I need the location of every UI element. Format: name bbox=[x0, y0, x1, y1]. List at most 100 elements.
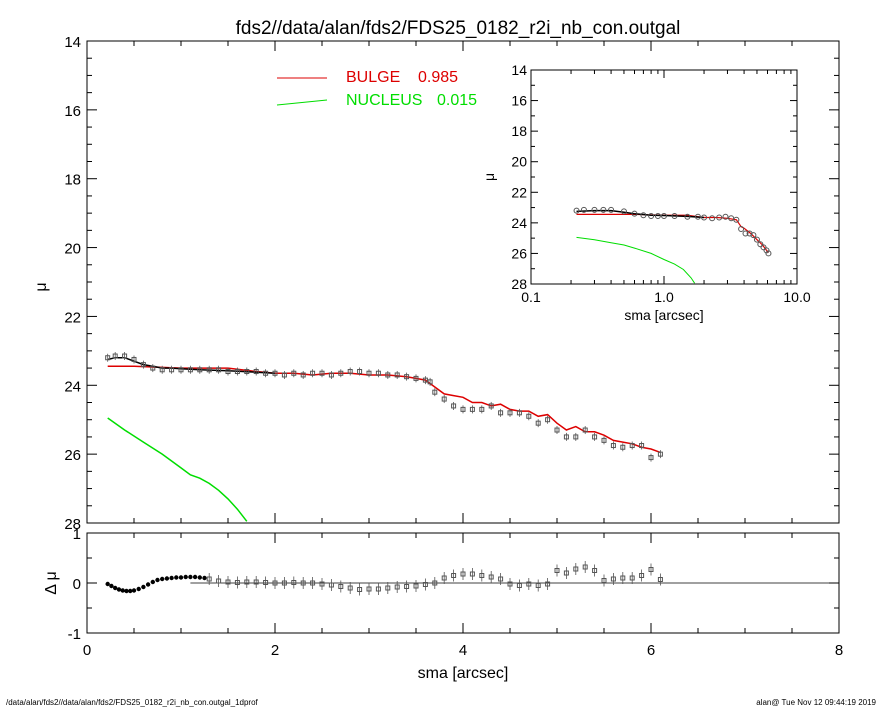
inset-data-point bbox=[728, 215, 735, 222]
inset-data-point bbox=[694, 213, 701, 220]
data-point bbox=[300, 372, 306, 378]
residual-point bbox=[197, 575, 202, 580]
residual-point bbox=[188, 574, 193, 580]
inset-data-point bbox=[722, 213, 729, 220]
residual-point bbox=[394, 584, 400, 590]
data-point bbox=[620, 444, 626, 450]
data-point bbox=[281, 372, 287, 378]
data-point bbox=[460, 406, 466, 412]
residual-point bbox=[639, 573, 645, 578]
data-point bbox=[375, 370, 381, 376]
data-point bbox=[328, 372, 334, 378]
series-nucleus-line bbox=[107, 417, 248, 522]
data-point bbox=[639, 443, 645, 449]
inset-data-point bbox=[733, 216, 740, 223]
residual-point bbox=[488, 574, 494, 580]
residual-point bbox=[573, 566, 579, 572]
data-point bbox=[498, 410, 504, 416]
y-tick-label-28: 28 bbox=[64, 516, 81, 533]
main-y-axis-label: μ bbox=[33, 282, 50, 291]
inset-data-point bbox=[671, 212, 678, 219]
inset-y-tick-label-26: 26 bbox=[511, 245, 527, 261]
inset-data-point bbox=[600, 206, 607, 213]
inset-data-point bbox=[709, 215, 716, 222]
inset-plot-frame bbox=[530, 69, 798, 285]
inset-data-point bbox=[631, 210, 638, 217]
inset-data-point bbox=[648, 212, 655, 219]
inset-plot: 14 16 18 20 22 24 26 280.1 1.0 10.0 μ sma [arcsec… bbox=[481, 62, 811, 323]
inset-data-point bbox=[654, 212, 661, 219]
y-tick-label-22: 22 bbox=[64, 309, 81, 326]
residual-point bbox=[310, 580, 316, 586]
residual-point bbox=[272, 580, 278, 586]
data-point bbox=[225, 369, 231, 375]
legend-bulge-value: 0.985 bbox=[418, 69, 458, 86]
inset-data-point bbox=[591, 206, 598, 213]
residual-point bbox=[291, 580, 297, 585]
x-tick-label-8: 8 bbox=[835, 642, 843, 659]
y-tick-label-16: 16 bbox=[64, 103, 81, 120]
residual-point bbox=[592, 568, 598, 573]
residual-point bbox=[120, 588, 125, 593]
series-bulge-line bbox=[107, 365, 661, 454]
data-point bbox=[206, 367, 212, 373]
residual-point bbox=[366, 586, 372, 592]
inset-y-tick-label-18: 18 bbox=[511, 123, 527, 139]
data-point bbox=[535, 420, 541, 426]
residual-point bbox=[451, 573, 457, 578]
data-point bbox=[563, 434, 569, 440]
residual-point bbox=[109, 583, 114, 589]
inset-data-point bbox=[573, 207, 580, 214]
data-point bbox=[432, 389, 438, 395]
residual-point bbox=[535, 583, 541, 588]
data-point bbox=[601, 437, 607, 443]
residual-point bbox=[404, 584, 410, 589]
inset-series-total-model-line bbox=[576, 209, 705, 219]
inset-data-point bbox=[750, 232, 757, 239]
main-plot: 14 16 18 20 22 24 26 28 μ BULGE 0.985 NUCLEUS 0… bbox=[33, 34, 840, 533]
data-point bbox=[140, 362, 146, 368]
data-point bbox=[451, 403, 457, 409]
residual-point bbox=[244, 579, 250, 585]
x-tick-label-6: 6 bbox=[647, 642, 655, 659]
data-point bbox=[554, 427, 560, 433]
data-point bbox=[187, 367, 193, 373]
residual-point bbox=[469, 571, 475, 577]
residual-point bbox=[441, 575, 447, 581]
data-point bbox=[516, 410, 522, 416]
data-point bbox=[404, 374, 410, 380]
data-point bbox=[573, 434, 579, 440]
x-tick-label-2: 2 bbox=[271, 642, 279, 659]
data-point bbox=[629, 443, 635, 449]
residual-point bbox=[145, 582, 151, 587]
data-point bbox=[422, 377, 428, 383]
residual-point bbox=[253, 579, 259, 585]
inset-data-point bbox=[620, 208, 627, 215]
inset-data-point bbox=[716, 214, 723, 221]
residual-point bbox=[554, 568, 560, 573]
inset-y-tick-label-20: 20 bbox=[511, 154, 527, 170]
data-point bbox=[526, 413, 532, 419]
residual-point bbox=[131, 588, 137, 593]
x-axis-label: sma [arcsec] bbox=[418, 665, 509, 682]
legend-nucleus-swatch bbox=[276, 99, 328, 106]
residual-point bbox=[357, 587, 363, 592]
residual-point bbox=[328, 582, 334, 588]
residual-point bbox=[174, 575, 179, 580]
residual-point bbox=[128, 588, 133, 594]
data-point bbox=[347, 369, 353, 375]
data-point bbox=[394, 372, 400, 378]
inset-y-tick-label-22: 22 bbox=[511, 184, 527, 200]
residual-point bbox=[160, 576, 165, 582]
residual-point bbox=[338, 584, 344, 589]
residual-point bbox=[300, 580, 306, 586]
data-point bbox=[234, 369, 240, 375]
residual-y-tick-label-1: 1 bbox=[73, 526, 81, 543]
data-point bbox=[263, 370, 269, 376]
data-point bbox=[338, 370, 344, 376]
inset-data-point bbox=[738, 225, 745, 232]
data-point bbox=[150, 365, 156, 371]
inset-data-point bbox=[763, 247, 770, 254]
inset-y-tick-label-24: 24 bbox=[511, 215, 527, 231]
